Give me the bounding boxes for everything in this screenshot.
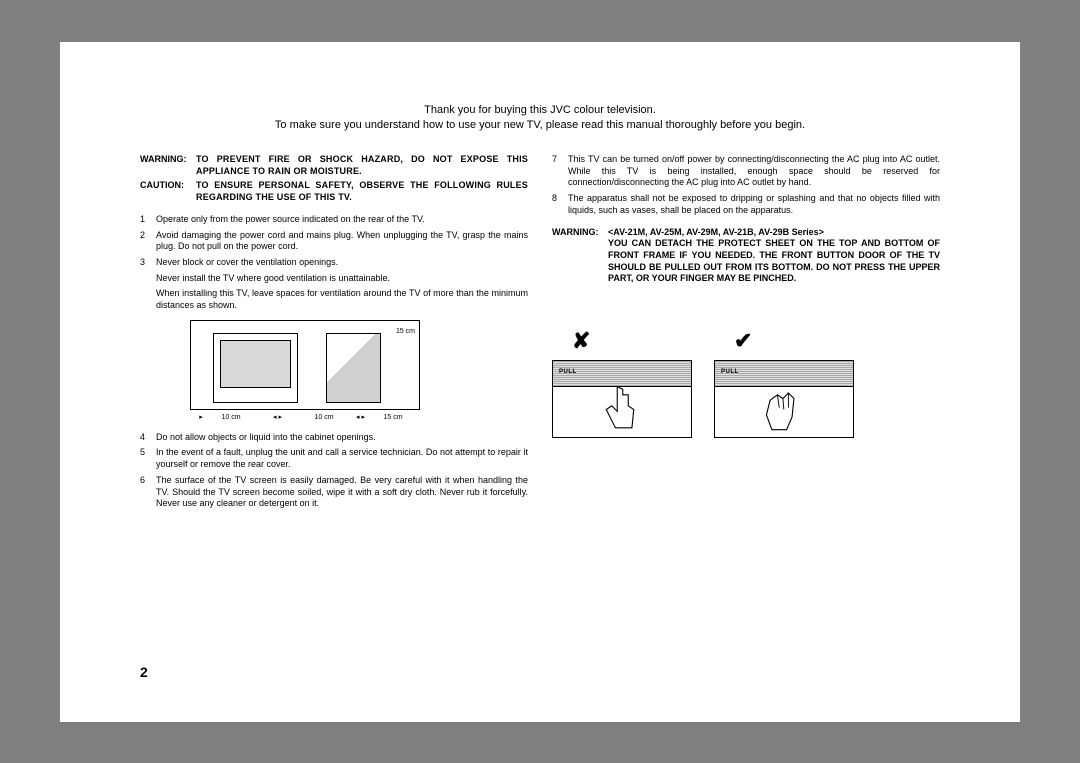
intro-line2: To make sure you understand how to use y…: [140, 118, 940, 132]
manual-page: Thank you for buying this JVC colour tel…: [60, 42, 1020, 722]
hand-pull-icon: [757, 382, 807, 437]
tv-front-icon: [213, 333, 298, 403]
intro-line1: Thank you for buying this JVC colour tel…: [140, 103, 940, 117]
warning-label: WARNING:: [140, 154, 196, 177]
warning-body: YOU CAN DETACH THE PROTECT SHEET ON THE …: [608, 238, 940, 283]
pull-correct: ✔ PULL: [714, 327, 854, 438]
list-a: 1Operate only from the power source indi…: [140, 214, 528, 269]
hand-press-icon: [595, 382, 645, 437]
check-icon: ✔: [714, 327, 854, 356]
list-item: 5In the event of a fault, unplug the uni…: [140, 447, 528, 470]
caution-block: CAUTION: TO ENSURE PERSONAL SAFETY, OBSE…: [140, 180, 528, 203]
pull-box: PULL: [714, 360, 854, 438]
caution-label: CAUTION:: [140, 180, 196, 203]
dim-mid: 10 cm: [305, 413, 343, 422]
columns: WARNING: TO PREVENT FIRE OR SHOCK HAZARD…: [140, 154, 940, 514]
list-item: 8The apparatus shall not be exposed to d…: [552, 193, 940, 216]
warning-text: TO PREVENT FIRE OR SHOCK HAZARD, DO NOT …: [196, 154, 528, 177]
list-item: 2Avoid damaging the power cord and mains…: [140, 230, 528, 253]
series-warning: WARNING:<AV-21M, AV-25M, AV-29M, AV-21B,…: [552, 227, 940, 285]
sub-line: When installing this TV, leave spaces fo…: [156, 288, 528, 311]
page-number: 2: [140, 663, 148, 681]
series-text: <AV-21M, AV-25M, AV-29M, AV-21B, AV-29B …: [608, 227, 824, 237]
dim-right: 15 cm: [378, 413, 408, 422]
warning-label2: WARNING:: [552, 227, 608, 239]
list-c: 7This TV can be turned on/off power by c…: [552, 154, 940, 216]
right-column: 7This TV can be turned on/off power by c…: [552, 154, 940, 514]
tv-side-icon: [326, 333, 381, 403]
dim-row: ▸ 10 cm ◂ ▸ 10 cm ◂ ▸ 15 cm: [190, 413, 440, 422]
dim-left: 10 cm: [212, 413, 250, 422]
clearance-box: 15 cm: [190, 320, 420, 410]
dim-top: 15 cm: [396, 327, 415, 336]
list-item: 4Do not allow objects or liquid into the…: [140, 432, 528, 444]
pull-wrong: ✘ PULL: [552, 327, 692, 438]
cross-icon: ✘: [552, 327, 692, 356]
list-item: 7This TV can be turned on/off power by c…: [552, 154, 940, 189]
caution-text: TO ENSURE PERSONAL SAFETY, OBSERVE THE F…: [196, 180, 528, 203]
left-column: WARNING: TO PREVENT FIRE OR SHOCK HAZARD…: [140, 154, 528, 514]
intro-block: Thank you for buying this JVC colour tel…: [140, 103, 940, 133]
list-b: 4Do not allow objects or liquid into the…: [140, 432, 528, 510]
pull-label: PULL: [559, 369, 577, 377]
pull-label: PULL: [721, 369, 739, 377]
clearance-diagram: 15 cm ▸ 10 cm ◂ ▸ 10 cm ◂ ▸ 15 cm: [190, 320, 440, 422]
list-item: 6The surface of the TV screen is easily …: [140, 475, 528, 510]
pull-box: PULL: [552, 360, 692, 438]
list-item: 1Operate only from the power source indi…: [140, 214, 528, 226]
list-item: 3Never block or cover the ventilation op…: [140, 257, 528, 269]
sub-line: Never install the TV where good ventilat…: [156, 273, 528, 285]
warning-block: WARNING: TO PREVENT FIRE OR SHOCK HAZARD…: [140, 154, 528, 177]
pull-diagrams: ✘ PULL ✔ PULL: [552, 327, 940, 438]
